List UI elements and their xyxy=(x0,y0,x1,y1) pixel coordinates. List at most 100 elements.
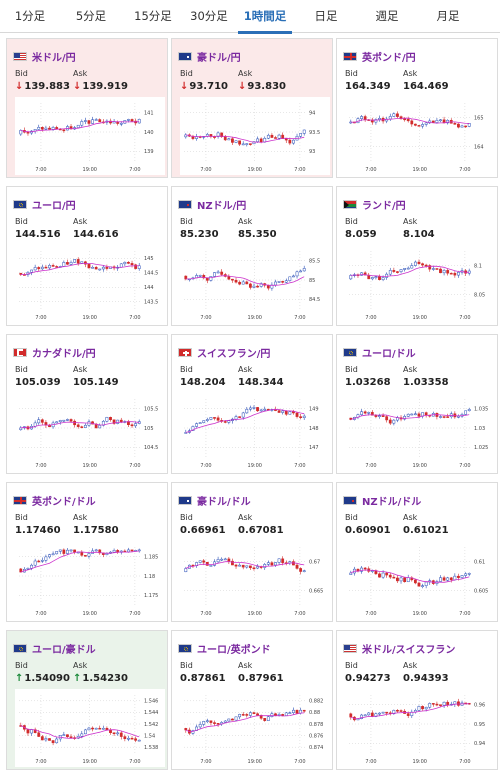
currency-pair-link[interactable]: ユーロ/英ポンド xyxy=(197,644,271,656)
tab-2[interactable]: 15分足 xyxy=(134,9,172,23)
candle-body xyxy=(259,409,263,412)
currency-pair-link[interactable]: ユーロ/円 xyxy=(32,200,76,212)
rate-card[interactable]: 英ポンド/円 Bid Ask 164.349 164.469 165 164 7:00 19:0… xyxy=(336,38,498,178)
currency-pair-link[interactable]: カナダドル/円 xyxy=(32,348,96,360)
tab-4[interactable]: 1時間足 xyxy=(234,0,296,34)
currency-pair-link[interactable]: 豪ドル/ドル xyxy=(197,496,251,508)
candle-body xyxy=(223,558,227,561)
currency-pair-link[interactable]: ユーロ/ドル xyxy=(362,348,416,360)
ask-value-wrap: ↑1.54230 xyxy=(73,673,131,684)
candle-body xyxy=(98,268,102,271)
price-chart[interactable]: 0.882 0.88 0.878 0.876 0.874 7:00 19:00 7:00 xyxy=(180,689,330,767)
currency-pair-link[interactable]: NZドル/円 xyxy=(197,200,247,212)
candle-body xyxy=(40,560,44,562)
tab-7[interactable]: 月足 xyxy=(436,9,460,23)
currency-pair-link[interactable]: 英ポンド/円 xyxy=(362,52,416,64)
candlestick-chart: 149 148 147 7:00 19:00 7:00 xyxy=(184,399,319,469)
tab-6[interactable]: 週足 xyxy=(375,9,399,23)
candle-body xyxy=(435,703,439,706)
currency-pair-link[interactable]: ユーロ/豪ドル xyxy=(32,644,96,656)
price-chart[interactable]: 141 140 139 7:00 19:00 7:00 xyxy=(15,97,165,175)
candle-body xyxy=(421,263,424,266)
candle-body xyxy=(58,420,62,423)
rate-card[interactable]: 豪ドル/ドル Bid Ask 0.66961 0.67081 0.67 0.665 7:00 1… xyxy=(171,482,333,622)
tab-3[interactable]: 30分足 xyxy=(190,9,228,23)
rate-card[interactable]: ランド/円 Bid Ask 8.059 8.104 8.1 8.05 7:00 19:00 7:0… xyxy=(336,186,498,326)
rate-card[interactable]: 米ドル/円 Bid Ask ↓139.883 ↓139.919 141 140 139 7:00… xyxy=(6,38,168,178)
candle-body xyxy=(281,558,285,563)
x-tick-label: 19:00 xyxy=(248,315,262,321)
candle-body xyxy=(184,432,188,434)
price-chart[interactable]: 1.185 1.18 1.175 7:00 19:00 7:00 xyxy=(15,541,165,619)
tab-5[interactable]: 日足 xyxy=(314,9,338,23)
candle-body xyxy=(363,567,367,570)
candle-body xyxy=(464,410,468,415)
candle-body xyxy=(127,549,130,553)
rate-card[interactable]: NZドル/ドル Bid Ask 0.60901 0.61021 0.61 0.605 7:00… xyxy=(336,482,498,622)
candle-body xyxy=(270,562,274,566)
price-chart[interactable]: 8.1 8.05 7:00 19:00 7:00 xyxy=(345,245,495,323)
candle-body xyxy=(209,565,213,567)
currency-pair-link[interactable]: 英ポンド/ドル xyxy=(32,496,96,508)
candle-body xyxy=(284,712,288,716)
rate-card[interactable]: 米ドル/スイスフラン Bid Ask 0.94273 0.94393 0.96 0.95 0.… xyxy=(336,630,498,770)
candle-body xyxy=(248,565,252,569)
rate-card[interactable]: 豪ドル/円 Bid Ask ↓93.710 ↓93.830 94 93.5 93 7:00 19:… xyxy=(171,38,333,178)
rate-card[interactable]: ユーロ/英ポンド Bid Ask 0.87861 0.87961 0.882 0.88 0.8… xyxy=(171,630,333,770)
card-header: 英ポンド/円 xyxy=(343,49,416,64)
candle-body xyxy=(299,270,303,273)
price-chart[interactable]: 0.67 0.665 7:00 19:00 7:00 xyxy=(180,541,330,619)
currency-pair-link[interactable]: 豪ドル/円 xyxy=(197,52,241,64)
candle-body xyxy=(119,419,123,423)
card-header: ユーロ/豪ドル xyxy=(13,641,96,656)
currency-pair-link[interactable]: スイスフラン/円 xyxy=(197,348,271,360)
price-labels: Bid Ask xyxy=(15,69,131,78)
candle-body xyxy=(396,577,399,582)
y-tick-label: 1.035 xyxy=(474,406,488,412)
price-chart[interactable]: 105.5 105 104.5 7:00 19:00 7:00 xyxy=(15,393,165,471)
price-chart[interactable]: 0.96 0.95 0.94 7:00 19:00 7:00 xyxy=(345,689,495,767)
tab-0[interactable]: 1分足 xyxy=(14,9,46,23)
candle-body xyxy=(191,426,195,431)
rate-card[interactable]: NZドル/円 Bid Ask 85.230 85.350 85.5 85 84.5 7:00 19… xyxy=(171,186,333,326)
rate-card[interactable]: ユーロ/豪ドル Bid Ask ↑1.54090 ↑1.54230 1.546 1.544 1… xyxy=(6,630,168,770)
x-tick-label: 19:00 xyxy=(248,759,262,765)
rate-card[interactable]: 英ポンド/ドル Bid Ask 1.17460 1.17580 1.185 1.18 1.17… xyxy=(6,482,168,622)
price-labels: Bid Ask xyxy=(345,661,461,670)
candle-body xyxy=(137,265,141,269)
tab-1[interactable]: 5分足 xyxy=(75,9,107,23)
price-chart[interactable]: 149 148 147 7:00 19:00 7:00 xyxy=(180,393,330,471)
ask-label: Ask xyxy=(238,365,253,374)
card-header: 豪ドル/円 xyxy=(178,49,241,64)
card-header: ユーロ/ドル xyxy=(343,345,416,360)
rate-card[interactable]: ユーロ/ドル Bid Ask 1.03268 1.03358 1.035 1.03 1.025… xyxy=(336,334,498,474)
price-chart[interactable]: 1.546 1.544 1.542 1.54 1.538 7:00 19:00 7:00 xyxy=(15,689,165,767)
bid-label: Bid xyxy=(345,661,358,670)
y-tick-label: 0.605 xyxy=(474,588,488,594)
candle-body xyxy=(439,119,442,122)
x-tick-label: 7:00 xyxy=(35,611,46,617)
candle-body xyxy=(69,262,73,265)
price-chart[interactable]: 85.5 85 84.5 7:00 19:00 7:00 xyxy=(180,245,330,323)
rate-card[interactable]: スイスフラン/円 Bid Ask 148.204 148.344 149 148 147 7:0… xyxy=(171,334,333,474)
candle-body xyxy=(460,125,464,128)
candle-body xyxy=(130,424,134,427)
rate-card[interactable]: ユーロ/円 Bid Ask 144.516 144.616 145 144.5 144 143.… xyxy=(6,186,168,326)
currency-pair-link[interactable]: 米ドル/スイスフラン xyxy=(362,644,456,656)
rate-card[interactable]: カナダドル/円 Bid Ask 105.039 105.149 105.5 105 104.5… xyxy=(6,334,168,474)
price-chart[interactable]: 94 93.5 93 7:00 19:00 7:00 xyxy=(180,97,330,175)
currency-pair-link[interactable]: ランド/円 xyxy=(362,200,406,212)
currency-pair-link[interactable]: 米ドル/円 xyxy=(32,52,76,64)
candle-body xyxy=(421,124,424,127)
candle-body xyxy=(105,417,109,422)
candle-body xyxy=(123,736,127,739)
currency-pair-link[interactable]: NZドル/ドル xyxy=(362,496,422,508)
candle-body xyxy=(238,564,242,567)
ask-label: Ask xyxy=(403,69,418,78)
price-chart[interactable]: 0.61 0.605 7:00 19:00 7:00 xyxy=(345,541,495,619)
price-chart[interactable]: 1.035 1.03 1.025 7:00 19:00 7:00 xyxy=(345,393,495,471)
candle-body xyxy=(453,272,457,276)
price-chart[interactable]: 145 144.5 144 143.5 7:00 19:00 7:00 xyxy=(15,245,165,323)
candle-body xyxy=(302,570,306,572)
price-chart[interactable]: 165 164 7:00 19:00 7:00 xyxy=(345,97,495,175)
